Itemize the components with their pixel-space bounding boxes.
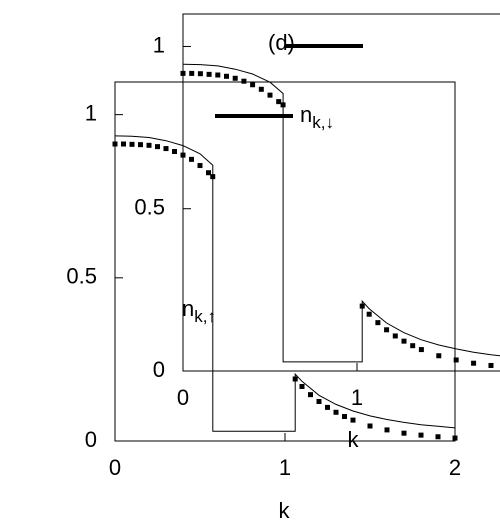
y-tick-label: 0.5 bbox=[66, 264, 97, 289]
x-tick-label: 2 bbox=[449, 455, 461, 480]
data-point bbox=[276, 99, 282, 105]
y-tick-label: 0.5 bbox=[134, 195, 165, 220]
x-tick-label: 1 bbox=[279, 455, 291, 480]
series-line bbox=[114, 135, 456, 432]
legend-label-base: n bbox=[300, 102, 312, 127]
data-point bbox=[452, 435, 458, 441]
x-tick-label: 0 bbox=[109, 455, 121, 480]
data-point bbox=[189, 70, 195, 76]
plot: 0 0.5 1 0 1 k (d) bbox=[134, 13, 500, 452]
data-point bbox=[350, 417, 356, 423]
data-point bbox=[250, 82, 256, 88]
data-point bbox=[163, 146, 169, 152]
data-point bbox=[436, 353, 442, 359]
data-point bbox=[325, 404, 330, 410]
data-point bbox=[384, 427, 390, 433]
x-tick-label: 0 bbox=[177, 385, 189, 410]
data-point bbox=[258, 86, 264, 92]
data-point bbox=[299, 383, 305, 389]
data-point bbox=[316, 399, 322, 405]
data-point bbox=[155, 144, 160, 150]
legend-label-sub: k,↓ bbox=[312, 113, 334, 132]
data-point bbox=[129, 141, 135, 147]
data-point bbox=[197, 163, 203, 169]
data-point bbox=[189, 156, 194, 162]
y-tick-label: 0 bbox=[85, 427, 97, 452]
data-point bbox=[410, 343, 416, 349]
x-axis-label: k bbox=[279, 498, 291, 523]
plot-frame bbox=[182, 13, 500, 372]
panel-label: (d) bbox=[268, 30, 295, 55]
data-point bbox=[375, 320, 381, 326]
data-point bbox=[197, 71, 203, 77]
series-line bbox=[182, 63, 500, 363]
data-point bbox=[224, 73, 229, 79]
data-point bbox=[366, 311, 372, 317]
x-axis-label: k bbox=[348, 427, 360, 452]
y-tick-label: 1 bbox=[153, 32, 165, 57]
data-point bbox=[488, 362, 494, 368]
data-point bbox=[172, 149, 177, 155]
data-point bbox=[418, 347, 424, 353]
data-point bbox=[401, 338, 407, 344]
data-point bbox=[121, 141, 126, 147]
data-point bbox=[180, 70, 186, 76]
annotation-sub: k,↑ bbox=[194, 307, 216, 326]
data-point bbox=[401, 430, 407, 436]
annotation-base: n bbox=[182, 296, 194, 321]
data-point bbox=[267, 92, 273, 98]
data-point bbox=[333, 409, 339, 415]
legend-label: nk,↓ bbox=[300, 102, 334, 133]
data-point bbox=[392, 333, 398, 339]
data-point bbox=[435, 434, 441, 440]
data-point bbox=[215, 72, 221, 78]
data-point bbox=[206, 170, 211, 176]
data-point bbox=[453, 357, 459, 363]
data-point bbox=[342, 414, 347, 420]
data-point bbox=[206, 71, 212, 77]
data-point bbox=[112, 141, 118, 147]
plot-frame bbox=[114, 81, 456, 442]
data-point bbox=[232, 75, 238, 81]
data-point bbox=[418, 432, 424, 438]
data-point bbox=[471, 360, 477, 366]
y-tick-label: 0 bbox=[153, 357, 165, 382]
annotation: nk,↑ bbox=[182, 296, 216, 327]
data-point bbox=[138, 142, 143, 148]
y-tick-label: 1 bbox=[85, 100, 97, 125]
data-point bbox=[241, 78, 247, 84]
x-tick-label: 1 bbox=[351, 385, 363, 410]
data-point bbox=[146, 142, 152, 148]
data-point bbox=[384, 327, 390, 333]
data-point bbox=[308, 392, 313, 398]
data-point bbox=[367, 423, 373, 429]
